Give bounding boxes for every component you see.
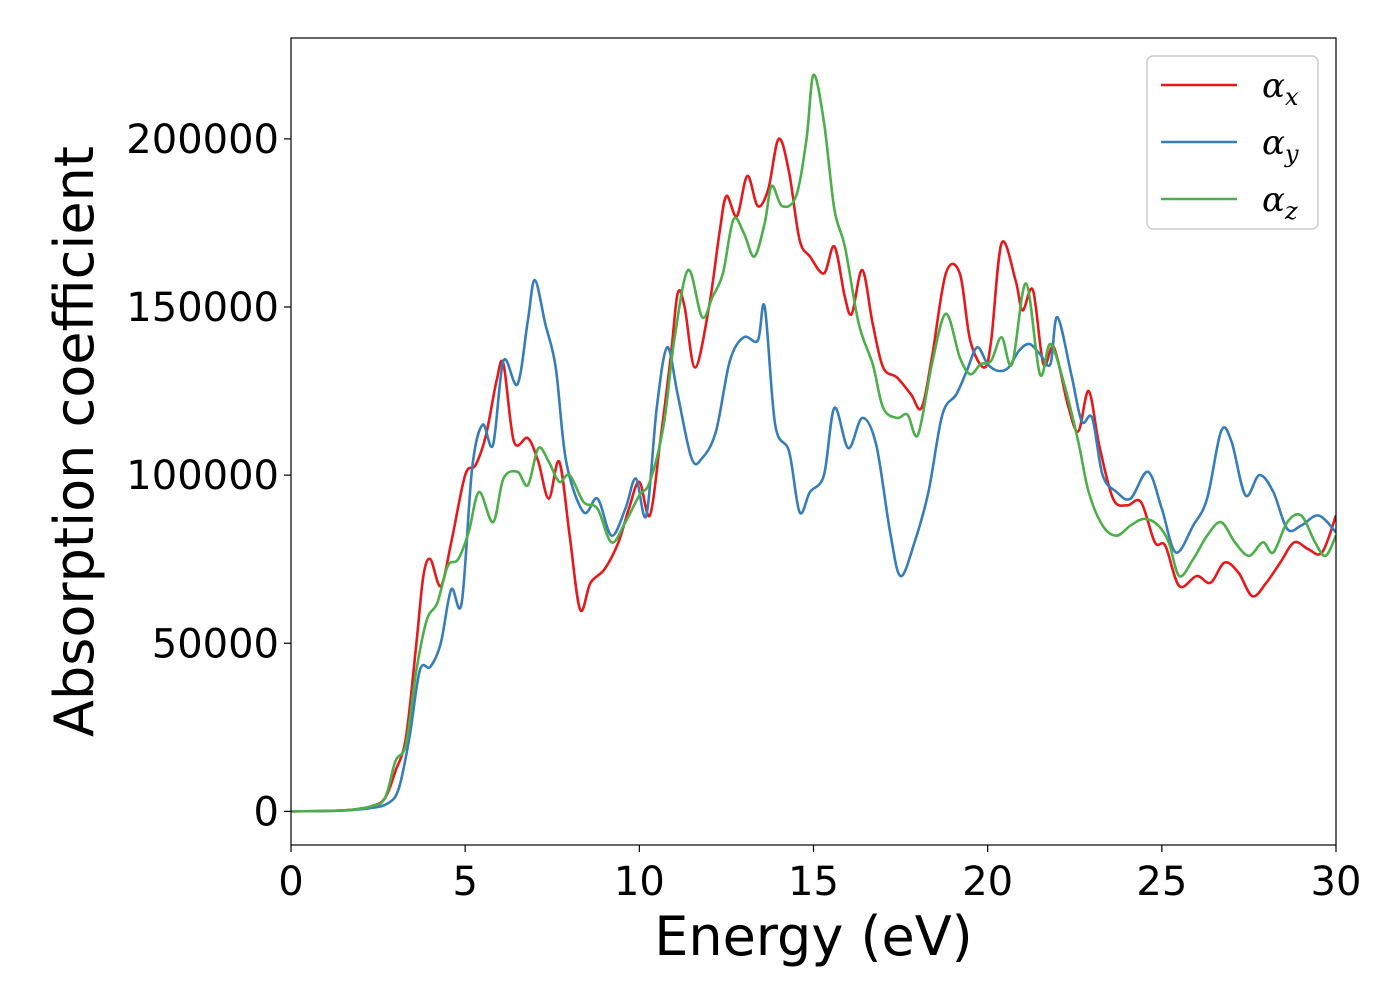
y-axis-ticks: 0 50000 100000 150000 200000 bbox=[126, 117, 291, 835]
series-line-alpha-z bbox=[291, 73, 1336, 813]
series-line-alpha-x bbox=[291, 137, 1336, 813]
legend-label-alpha-x: αx bbox=[1262, 66, 1299, 111]
legend: αx αy αz bbox=[1146, 55, 1319, 230]
x-tick-label: 15 bbox=[788, 859, 839, 905]
x-axis-label: Energy (eV) bbox=[654, 905, 973, 968]
x-tick-label: 0 bbox=[278, 859, 303, 905]
y-tick-label: 50000 bbox=[152, 621, 279, 667]
x-tick-label: 5 bbox=[452, 859, 477, 905]
y-axis-label: Absorption coefficient bbox=[43, 146, 106, 737]
x-tick-label: 30 bbox=[1311, 859, 1362, 905]
y-tick-label: 200000 bbox=[126, 117, 279, 163]
series-line-alpha-y bbox=[291, 278, 1336, 813]
legend-label-alpha-z: αz bbox=[1262, 180, 1298, 225]
x-tick-label: 20 bbox=[962, 859, 1013, 905]
series-layer bbox=[291, 73, 1336, 813]
y-tick-label: 100000 bbox=[126, 453, 279, 499]
x-tick-label: 10 bbox=[614, 859, 665, 905]
legend-label-alpha-y: αy bbox=[1262, 123, 1299, 168]
y-tick-label: 150000 bbox=[126, 285, 279, 331]
x-tick-label: 25 bbox=[1136, 859, 1187, 905]
x-axis-ticks: 0 5 10 15 20 25 30 bbox=[278, 845, 1361, 905]
y-tick-label: 0 bbox=[254, 789, 279, 835]
